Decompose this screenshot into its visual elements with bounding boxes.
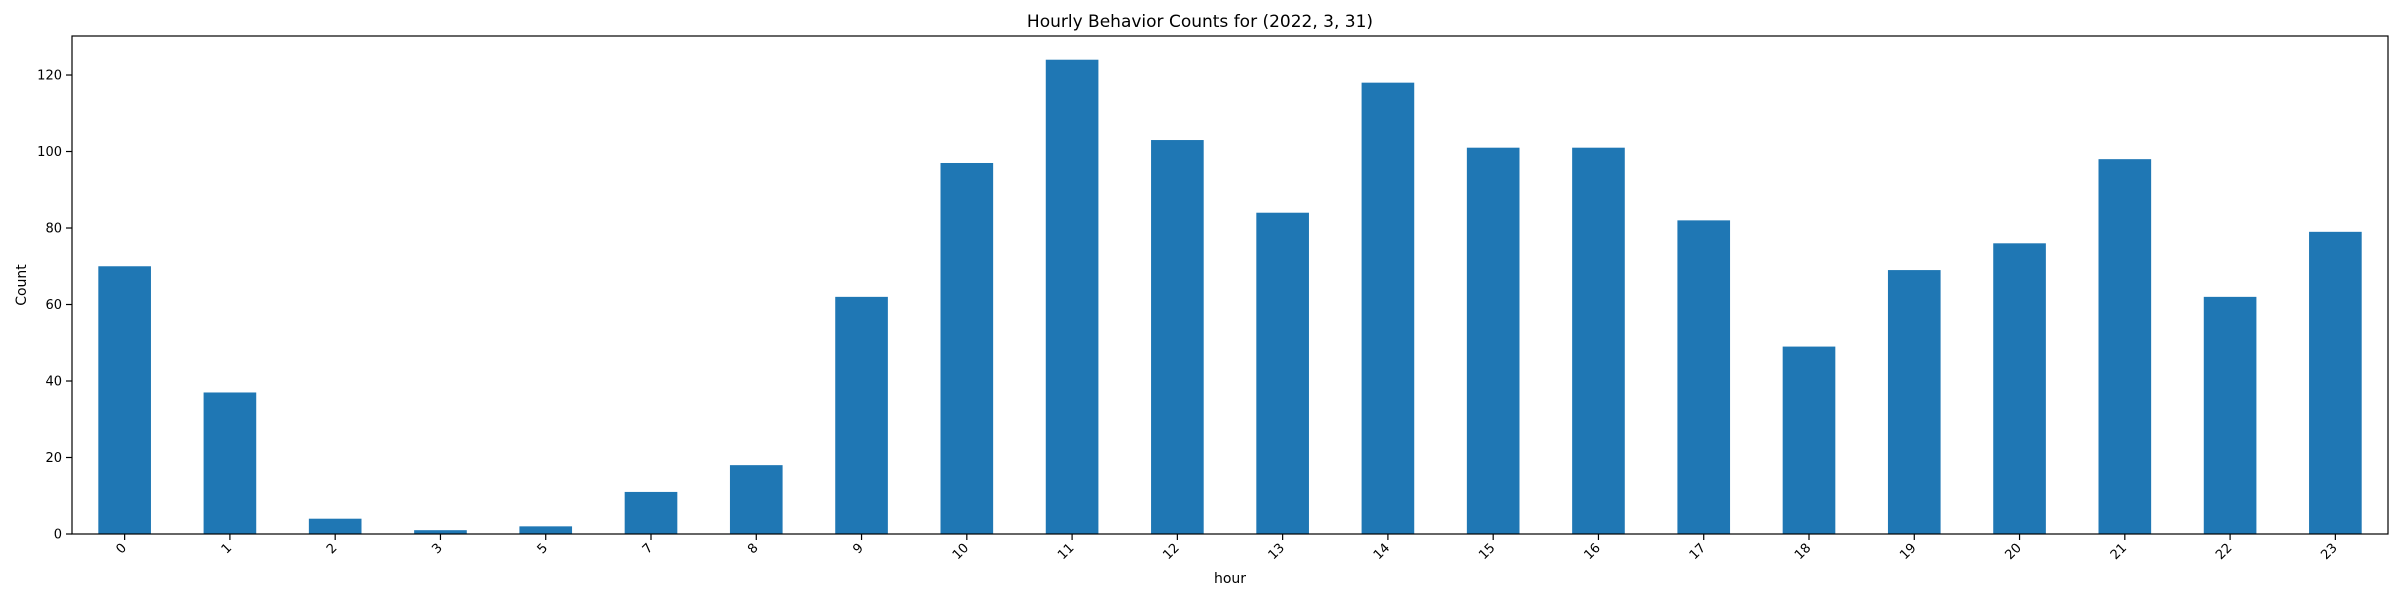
bar-hour-14 <box>1361 82 1415 534</box>
x-tick-label: 22 <box>2213 541 2235 563</box>
bar-hour-22 <box>2203 296 2257 534</box>
x-tick-label: 0 <box>113 541 129 557</box>
x-tick-label: 23 <box>2318 541 2340 563</box>
bar-hour-17 <box>1677 220 1731 535</box>
bar-hour-13 <box>1256 212 1309 534</box>
bar-hour-10 <box>940 162 994 535</box>
y-tick-label: 60 <box>45 298 62 313</box>
bar-hour-16 <box>1572 147 1625 534</box>
y-tick-label: 120 <box>37 69 62 84</box>
x-tick-label: 14 <box>1371 541 1393 563</box>
x-tick-label: 7 <box>640 541 656 557</box>
bar-hour-1 <box>203 392 257 534</box>
x-tick-label: 8 <box>745 541 761 557</box>
bar-hour-9 <box>835 296 888 534</box>
y-axis-label: Count <box>14 264 30 306</box>
y-tick-label: 40 <box>45 375 62 390</box>
bar-hour-12 <box>1151 140 1204 535</box>
x-tick-label: 18 <box>1792 541 1814 563</box>
y-tick-label: 0 <box>54 528 62 543</box>
bar-hour-11 <box>1045 59 1099 535</box>
x-axis-label: hour <box>1214 571 1246 587</box>
bar-hour-23 <box>2309 231 2362 534</box>
x-tick-label: 12 <box>1160 541 1182 563</box>
bar-hour-20 <box>1993 243 2046 534</box>
x-tick-label: 5 <box>535 541 551 557</box>
x-tick-label: 9 <box>850 541 866 557</box>
bar-hour-3 <box>414 530 467 534</box>
x-tick-label: 19 <box>1897 541 1919 563</box>
y-tick-label: 80 <box>45 222 62 237</box>
chart-title: Hourly Behavior Counts for (2022, 3, 31) <box>1027 12 1373 32</box>
bar-hour-15 <box>1466 147 1520 534</box>
bar-hour-0 <box>98 266 151 534</box>
x-tick-label: 13 <box>1266 541 1288 563</box>
x-tick-label: 16 <box>1581 541 1603 563</box>
bar-hour-2 <box>308 518 362 534</box>
x-tick-label: 17 <box>1687 541 1709 563</box>
x-tick-label: 1 <box>219 541 235 557</box>
bar-hour-18 <box>1782 346 1836 534</box>
bar-hour-8 <box>729 465 783 534</box>
x-tick-label: 3 <box>429 541 445 557</box>
bar-hour-19 <box>1887 270 1941 534</box>
x-tick-label: 2 <box>324 541 340 557</box>
y-tick-label: 20 <box>45 451 62 466</box>
x-tick-label: 15 <box>1476 541 1498 563</box>
x-axis-ticks: 0 1 2 3 5 7 8 9 10 11 12 13 14 15 16 17 18 19 20 21 22 23 <box>113 534 2341 563</box>
bar-hour-5 <box>519 526 573 534</box>
x-tick-label: 20 <box>2003 541 2025 563</box>
x-tick-label: 21 <box>2108 541 2130 563</box>
plot-area-frame <box>71 35 2389 535</box>
x-tick-label: 10 <box>950 541 972 563</box>
y-axis-ticks: 0 20 40 60 80 100 120 <box>37 69 72 543</box>
x-tick-label: 11 <box>1055 541 1077 563</box>
y-tick-label: 100 <box>37 145 62 160</box>
bar-hour-21 <box>2098 159 2152 534</box>
bar-hour-7 <box>624 491 678 534</box>
bars-group <box>98 59 2362 535</box>
